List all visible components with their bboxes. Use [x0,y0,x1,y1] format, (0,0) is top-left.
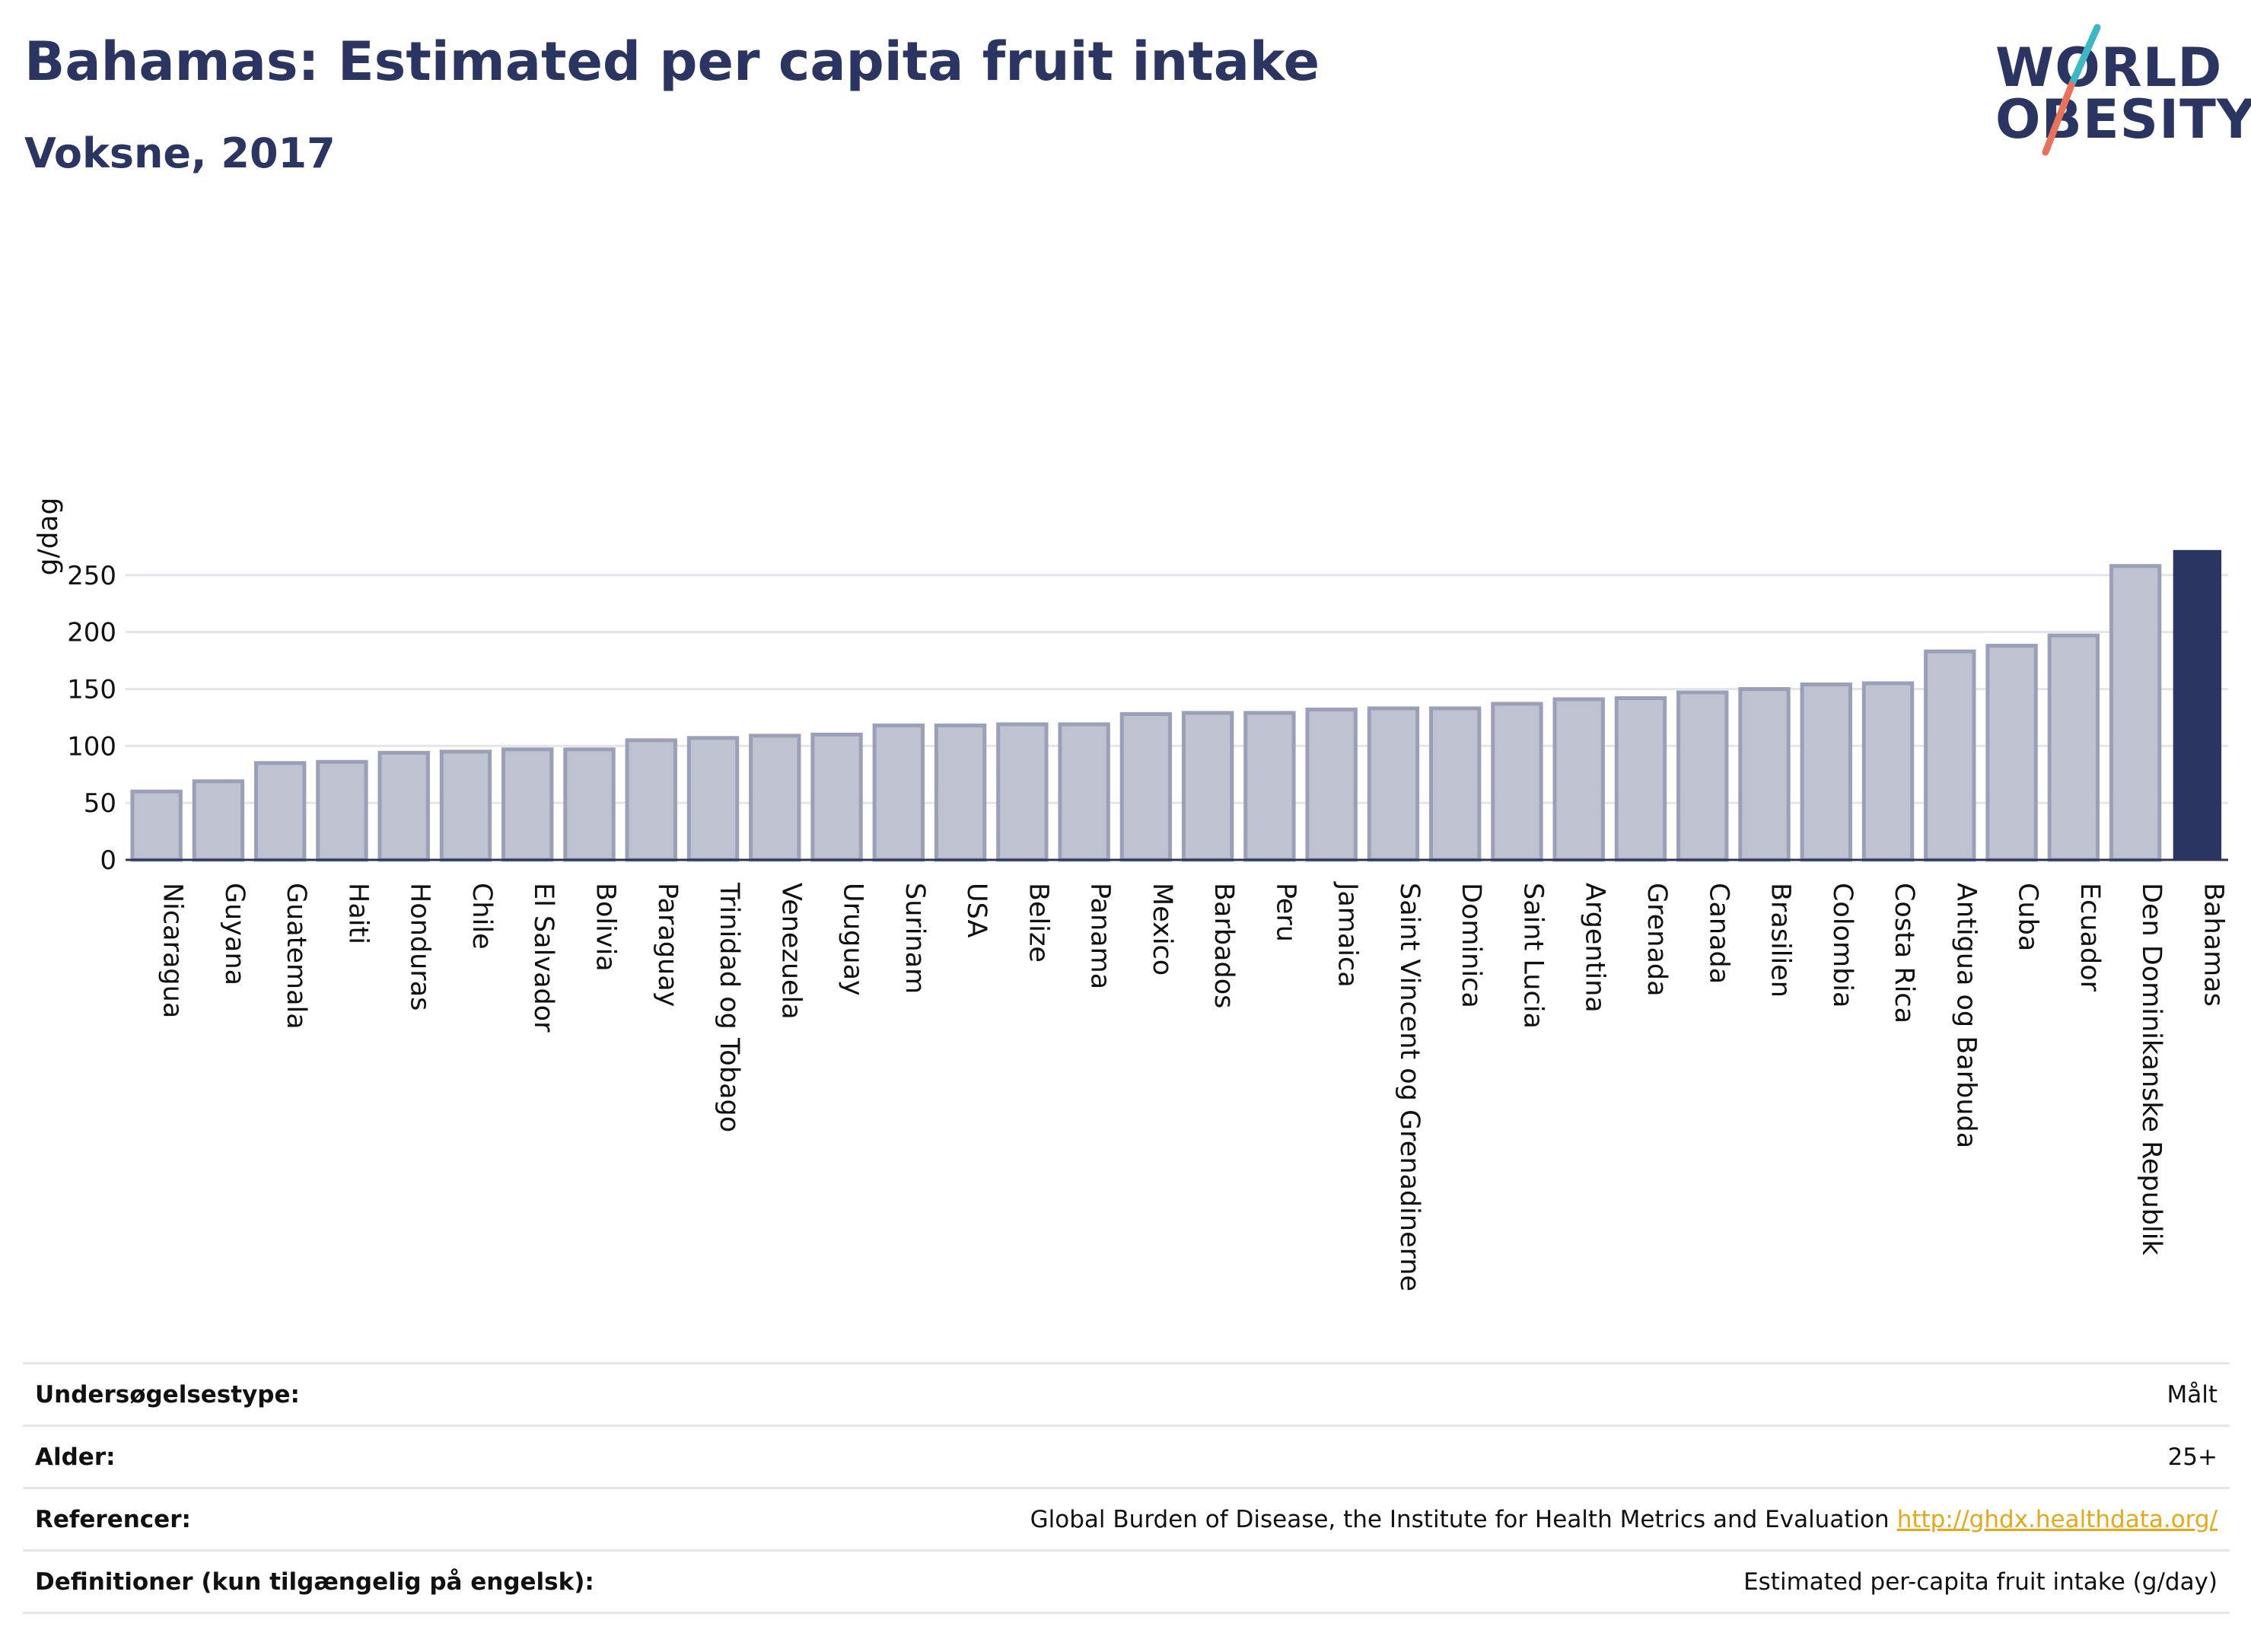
x-tick-label: Jamaica [1332,881,1363,988]
bar [996,722,1049,862]
bar [1058,722,1110,862]
bar [749,734,801,862]
bar [439,750,492,862]
x-tick-label: Barbados [1208,883,1239,1008]
x-tick-label: Haiti [342,883,373,944]
x-tick-label: Nicaragua [158,883,188,1018]
x-tick-label: Canada [1703,883,1734,984]
x-tick-label: Honduras [405,883,435,1011]
bar [2047,633,2100,862]
info-row-survey-type: Undersøgelsestype: Målt [23,1363,2230,1426]
info-value: Estimated per-capita fruit intake (g/day… [1743,1568,2218,1596]
bar [1428,706,1482,862]
info-row-references: Referencer: Global Burden of Disease, th… [23,1488,2230,1551]
bar [1800,682,1852,862]
logo-slash-icon [2042,24,2101,156]
y-tick-label: 0 [100,845,116,876]
x-tick-label: Saint Lucia [1517,883,1548,1029]
x-tick-label: Belize [1023,883,1053,963]
world-obesity-logo: WORLD OBESITY [1986,23,2251,160]
y-tick-label: 150 [67,674,116,705]
info-key: Undersøgelsestype: [35,1380,300,1408]
info-key: Referencer: [35,1505,191,1533]
bar [1552,697,1605,862]
bar-chart: 0 50 100 150 200 250 Nicaragua Guyana Guatemala H… [33,498,2228,1292]
bar [253,761,307,862]
bar [1491,702,1543,862]
chart-subtitle: Voksne, 2017 [24,129,336,177]
y-tick-label: 200 [67,618,116,648]
bar [1924,649,1976,862]
info-row-age: Alder: 25+ [23,1425,2230,1488]
bar [872,723,925,862]
x-tick-label: Guatemala [281,883,311,1030]
bar [686,736,740,862]
bar [1181,711,1234,862]
x-tick-label: El Salvador [528,883,559,1033]
logo-text-line1: WORLD [1995,37,2223,99]
info-value: 25+ [2167,1443,2218,1471]
x-tick-label: Antigua og Barbuda [1950,883,1981,1148]
x-tick-label: Guyana [219,883,250,985]
chart-title: Bahamas: Estimated per capita fruit inta… [24,30,1320,93]
logo-text-line2: OBESITY [1995,88,2251,151]
bar [1861,681,1915,862]
x-tick-label: Mexico [1147,883,1177,976]
bar [501,747,554,862]
bar [1305,707,1358,862]
bar [1614,695,1667,862]
bar [1119,711,1173,862]
x-tick-label: Dominica [1456,883,1486,1008]
info-row-definitions: Definitioner (kun tilgængelig på engelsk… [23,1550,2230,1613]
bar [1985,644,2038,862]
x-tick-label: Grenada [1641,883,1672,997]
info-key: Definitioner (kun tilgængelig på engelsk… [35,1568,594,1596]
bar [810,732,863,862]
bar [1243,711,1296,862]
x-tick-label: Chile [466,883,497,950]
info-table: Undersøgelsestype: Målt Alder: 25+ Refer… [23,1362,2230,1614]
bar [316,759,368,862]
x-tick-label: Saint Vincent og Grenadinerne [1394,883,1425,1291]
x-tick-label: Cuba [2013,883,2043,951]
x-tick-label: Peru [1270,883,1301,942]
bar [377,750,430,862]
bar [130,789,183,862]
x-tick-label: Argentina [1580,883,1610,1013]
x-tick-label: Ecuador [2074,883,2105,992]
x-tick-label: Colombia [1827,883,1858,1007]
bar [2109,564,2162,862]
info-key: Alder: [35,1443,116,1471]
x-tick-label: Venezuela [775,883,806,1020]
x-tick-label: USA [961,883,992,937]
bar [1676,690,1729,862]
y-tick-label: 250 [67,561,116,591]
y-tick-label: 50 [84,788,116,819]
x-tick-label: Bahamas [2198,883,2228,1007]
bar [1367,706,1420,862]
y-axis-label: g/dag [33,498,64,576]
bar [1738,686,1791,862]
x-tick-label: Panama [1085,883,1116,989]
axes: 0 50 100 150 200 250 Nicaragua Guyana Guatemala H… [67,561,2228,1291]
bar-highlight [2173,549,2222,860]
x-tick-label: Den Dominikanske Republik [2136,883,2167,1256]
x-tick-label: Costa Rica [1889,883,1919,1023]
info-value-references: Global Burden of Disease, the Institute … [735,1488,2230,1551]
bar [625,738,677,862]
y-tick-label: 100 [67,731,116,762]
bar [192,779,245,862]
x-tick-label: Brasilien [1765,883,1796,998]
x-tick-label: Surinam [899,883,930,994]
x-tick-label: Bolivia [590,883,620,972]
reference-link[interactable]: http://ghdx.healthdata.org/ [1896,1505,2218,1533]
bars [130,549,2222,862]
info-value: Målt [2167,1380,2218,1408]
x-tick-label: Paraguay [652,883,683,1007]
x-tick-label: Uruguay [838,883,868,996]
bar [934,723,987,862]
bar [563,747,616,862]
reference-text: Global Burden of Disease, the Institute … [1030,1505,1890,1533]
x-tick-label: Trinidad og Tobago [714,882,744,1132]
